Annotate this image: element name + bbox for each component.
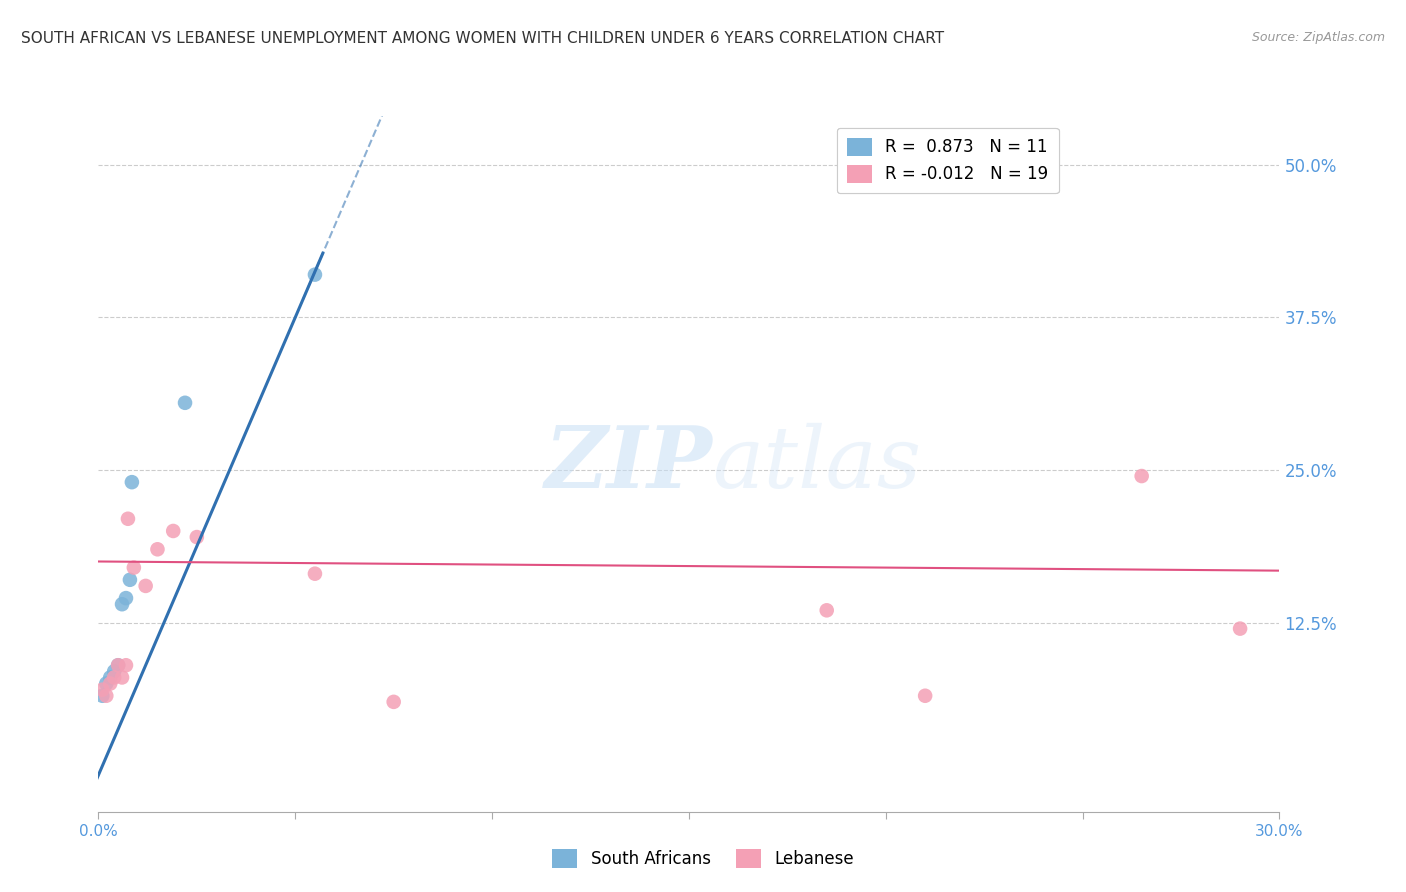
- Point: [1229, 622, 1251, 636]
- Point: [96, 676, 118, 690]
- Point: [122, 560, 145, 574]
- Point: [91, 682, 114, 697]
- Point: [304, 566, 326, 581]
- Point: [135, 579, 157, 593]
- Point: [1130, 469, 1153, 483]
- Point: [98, 676, 121, 690]
- Point: [121, 475, 143, 490]
- Point: [111, 597, 134, 611]
- Point: [914, 689, 936, 703]
- Point: [186, 530, 208, 544]
- Legend: R =  0.873   N = 11, R = -0.012   N = 19: R = 0.873 N = 11, R = -0.012 N = 19: [837, 128, 1059, 194]
- Point: [91, 689, 114, 703]
- Point: [107, 658, 129, 673]
- Legend: South Africans, Lebanese: South Africans, Lebanese: [546, 843, 860, 875]
- Text: SOUTH AFRICAN VS LEBANESE UNEMPLOYMENT AMONG WOMEN WITH CHILDREN UNDER 6 YEARS C: SOUTH AFRICAN VS LEBANESE UNEMPLOYMENT A…: [21, 31, 945, 46]
- Point: [118, 573, 141, 587]
- Text: atlas: atlas: [713, 423, 922, 505]
- Point: [107, 658, 129, 673]
- Text: Source: ZipAtlas.com: Source: ZipAtlas.com: [1251, 31, 1385, 45]
- Point: [103, 665, 125, 679]
- Point: [162, 524, 184, 538]
- Point: [146, 542, 169, 557]
- Point: [174, 396, 197, 410]
- Point: [96, 689, 118, 703]
- Point: [382, 695, 405, 709]
- Point: [815, 603, 838, 617]
- Point: [115, 658, 138, 673]
- Point: [304, 268, 326, 282]
- Point: [103, 670, 125, 684]
- Point: [111, 670, 134, 684]
- Point: [98, 670, 121, 684]
- Point: [117, 512, 139, 526]
- Text: ZIP: ZIP: [544, 422, 713, 506]
- Point: [115, 591, 138, 606]
